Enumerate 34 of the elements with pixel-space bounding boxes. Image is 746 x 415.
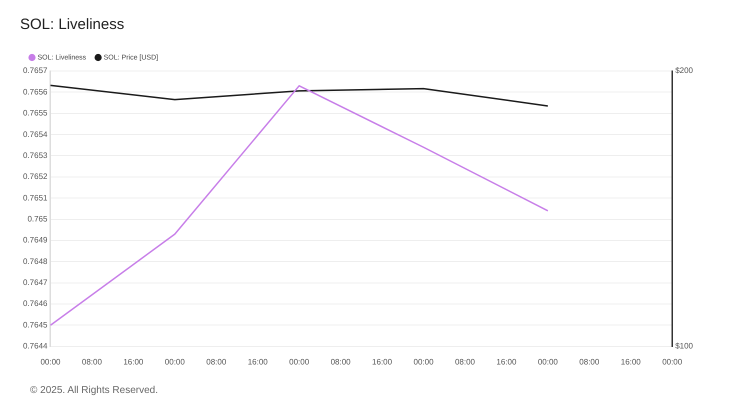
x-tick-label: 00:00 [538, 357, 558, 366]
y-tick-label: 0.7655 [23, 108, 48, 118]
y-tick-label: 0.7651 [23, 193, 48, 202]
y-tick-label: 0.7653 [23, 150, 48, 160]
x-tick-label: 00:00 [662, 357, 683, 366]
y-tick-label: 0.7656 [23, 87, 48, 96]
x-tick-label: 16:00 [123, 357, 144, 366]
x-tick-label: 16:00 [372, 357, 393, 366]
x-tick-label: 16:00 [248, 357, 268, 366]
y-tick-label: 0.7649 [23, 236, 48, 245]
x-tick-label: 08:00 [330, 357, 352, 366]
x-tick-label: 00:00 [413, 357, 434, 366]
y-tick-label: 0.7648 [23, 256, 48, 266]
x-tick-label: 16:00 [620, 357, 642, 366]
y-tick-label: 0.7652 [23, 172, 48, 182]
chart-title: SOL: Liveliness [20, 16, 124, 34]
x-tick-label: 08:00 [206, 357, 227, 366]
x-tick-label: 08:00 [454, 357, 476, 366]
y-tick-label: 0.7644 [23, 342, 48, 351]
text: © 2025. All Rights Reserved. [30, 385, 158, 396]
x-tick-label: 00:00 [289, 357, 310, 366]
x-tick-label: 08:00 [579, 357, 600, 366]
y-tick-label: 0.765 [27, 214, 48, 224]
y-tick-label: 0.7654 [23, 130, 48, 139]
x-tick-label: 00:00 [40, 357, 62, 366]
x-tick-label: 00:00 [164, 357, 186, 366]
y2-tick-label: $100 [675, 342, 694, 351]
y-tick-label: 0.7646 [23, 299, 48, 308]
x-tick-label: 08:00 [82, 357, 102, 366]
y-tick-label: 0.7657 [23, 66, 48, 76]
y-tick-label: 0.7645 [23, 320, 48, 330]
y2-tick-label: $200 [675, 66, 694, 76]
y-tick-label: 0.7647 [23, 278, 48, 288]
x-tick-label: 16:00 [496, 357, 517, 366]
